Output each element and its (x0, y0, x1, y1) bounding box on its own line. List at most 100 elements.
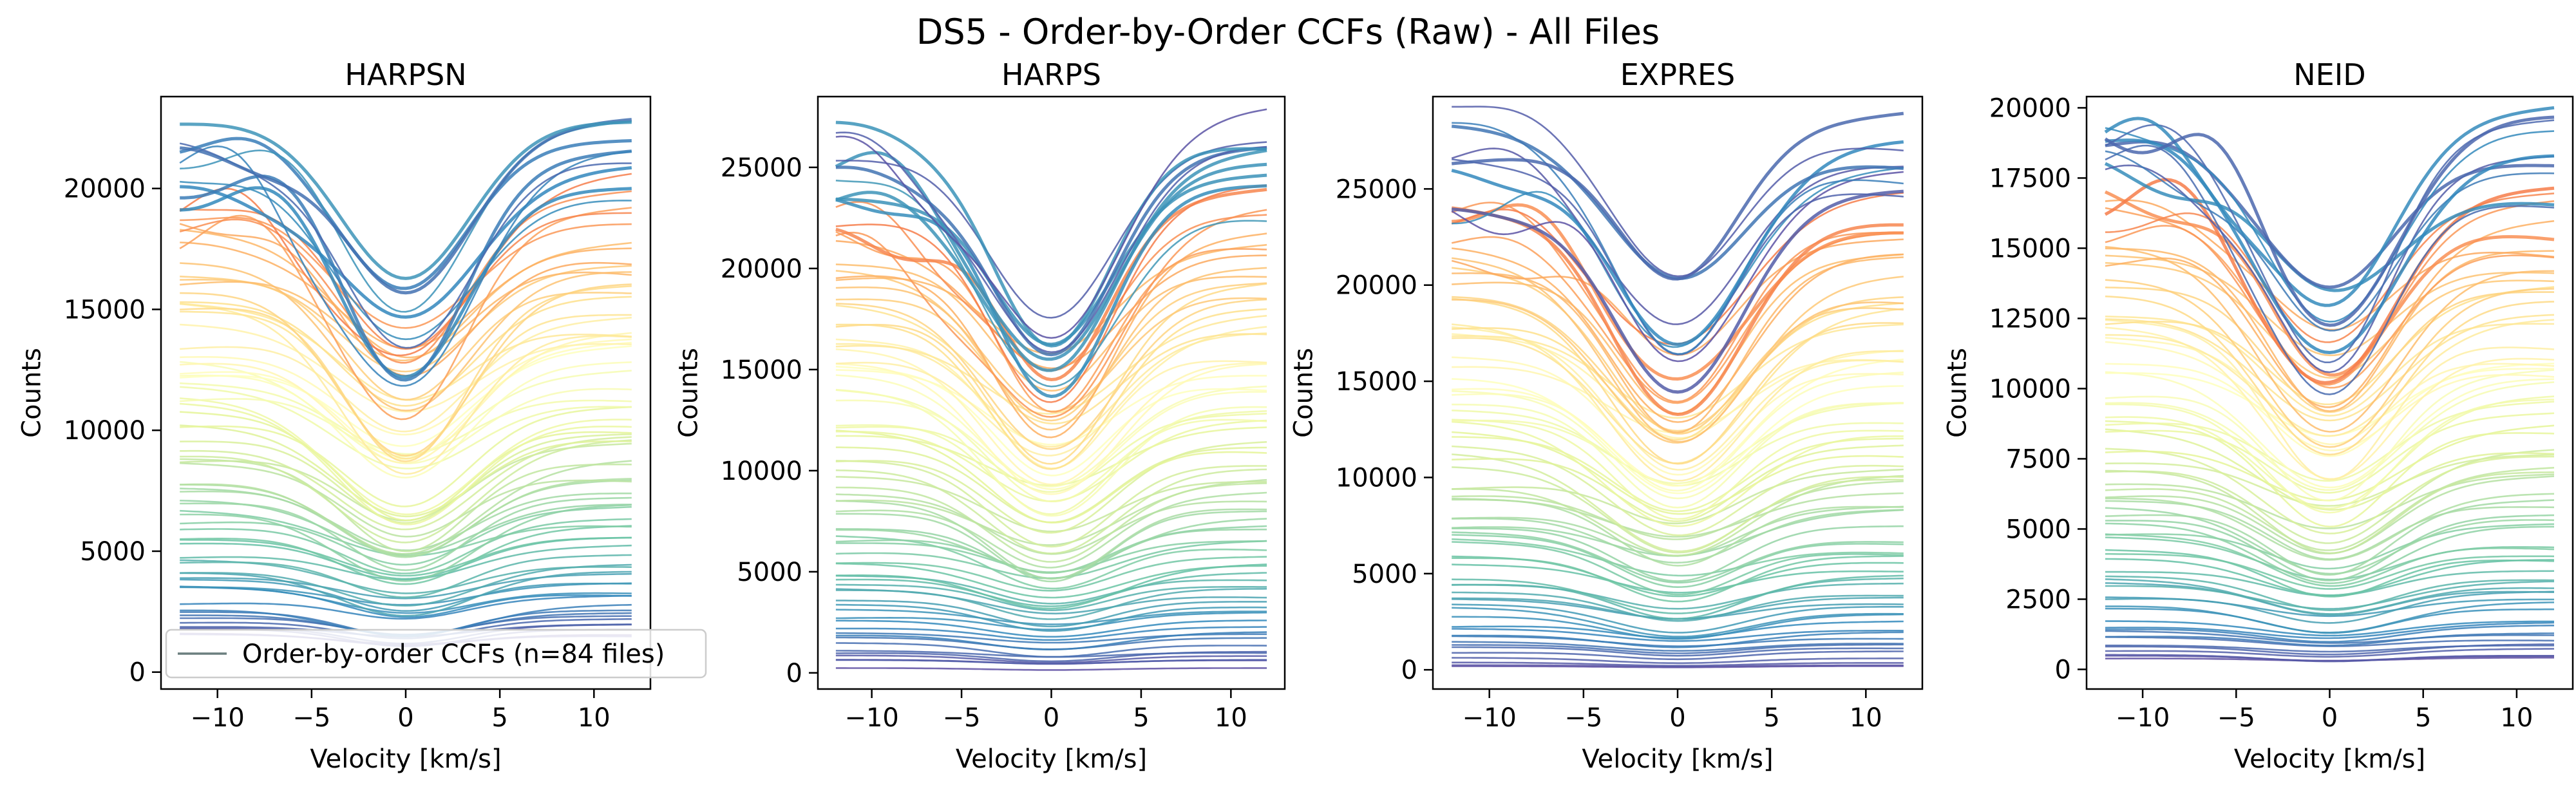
ccf-series-line (2105, 399, 2555, 514)
x-tick-label: 0 (1043, 703, 1059, 733)
x-axis-label: Velocity [km/s] (310, 744, 501, 774)
ccf-series-line (2105, 448, 2554, 534)
y-axis-label: Counts (17, 348, 47, 438)
ccf-series-line (180, 186, 632, 379)
ccf-series-line (2105, 514, 2555, 581)
ccf-series-line (1452, 531, 1904, 584)
panel-title: NEID (2293, 57, 2365, 92)
ccf-series-line (1452, 574, 1904, 614)
x-tick-label: 5 (2415, 703, 2431, 733)
ccf-series-line (180, 585, 632, 614)
ccf-series-line (2105, 654, 2554, 663)
ccf-series-line (1452, 323, 1904, 419)
ccf-series-line (2105, 469, 2554, 554)
ccf-series-line (835, 518, 1267, 574)
ccf-series-line (1452, 480, 1904, 540)
ccf-series-line (180, 518, 632, 574)
ccf-series-line (179, 137, 632, 290)
x-tick-label: 5 (1133, 703, 1149, 733)
ccf-series-line (2105, 648, 2555, 658)
ccf-series-line (835, 588, 1267, 620)
x-tick-label: −5 (292, 703, 330, 733)
y-tick-label: 0 (2055, 655, 2071, 685)
ccf-series-line (2105, 453, 2555, 507)
ccf-series-line (1452, 603, 1904, 634)
ccf-series-line (2105, 245, 2554, 433)
ccf-series-line (2104, 162, 2555, 292)
ccf-series-line (1452, 650, 1904, 661)
ccf-series-line (2105, 591, 2555, 624)
ccf-series-line (180, 411, 632, 522)
ccf-series-line (835, 468, 1267, 554)
ccf-series-line (180, 582, 632, 606)
y-tick-label: 10000 (1336, 463, 1417, 493)
ccf-series-line (1452, 591, 1904, 622)
ccf-series-line (2105, 473, 2555, 529)
ccf-series-line (2104, 115, 2555, 327)
ccf-series-line (180, 338, 632, 436)
ccf-series-line (2105, 319, 2555, 481)
ccf-series-line (1452, 664, 1904, 668)
ccf-series-line (835, 619, 1267, 638)
ccf-series-line (1452, 203, 1904, 381)
y-tick-label: 15000 (1336, 367, 1417, 397)
ccf-series-line (2105, 337, 2555, 446)
x-tick-label: −5 (2217, 703, 2255, 733)
ccf-series-line (180, 406, 632, 507)
ccf-series-line (1452, 106, 1904, 278)
chart-panel-harpsn: −10 −5 0 5 10 0 5000 10000 15000 20000 HARPSN Veloc… (17, 57, 707, 774)
ccf-series-line (1452, 302, 1904, 441)
ccf-series-line (2105, 620, 2554, 637)
ccf-series-line (2105, 287, 2554, 413)
y-tick-label: 10000 (1989, 374, 2071, 404)
ccf-series-line (180, 496, 632, 571)
ccf-series-line (835, 348, 1267, 486)
ccf-series-line (835, 267, 1267, 431)
legend-box (165, 629, 707, 679)
ccf-series-line (1452, 607, 1904, 638)
ccf-series-line (2105, 420, 2555, 528)
ccf-series-line (1452, 333, 1904, 439)
ccf-series-line (2105, 625, 2554, 643)
ccf-series-line (2105, 645, 2554, 653)
x-tick-label: 10 (2500, 703, 2533, 733)
y-tick-label: 5000 (737, 558, 802, 587)
ccf-series-line (835, 441, 1267, 534)
ccf-series-line (835, 282, 1267, 422)
panel-title: HARPS (1001, 57, 1101, 92)
y-axis-label: Counts (1943, 348, 1973, 438)
ccf-series-line (2105, 467, 2555, 551)
ccf-series-line (835, 667, 1267, 671)
legend-entry: Order-by-order CCFs (n=84 files) (242, 639, 665, 669)
ccf-series-line (2105, 493, 2555, 561)
ccf-series-line (2105, 138, 2555, 355)
ccf-series-line (835, 184, 1267, 399)
ccf-series-line (180, 458, 632, 553)
ccf-series-line (835, 609, 1267, 625)
ccf-series-line (835, 305, 1267, 425)
y-tick-label: 15000 (721, 355, 802, 385)
ccf-series-line (180, 402, 632, 525)
y-tick-label: 0 (129, 658, 146, 688)
ccf-series-line (180, 436, 632, 531)
ccf-series-line (180, 460, 632, 555)
ccf-series-line (2105, 286, 2555, 406)
ccf-series-line (1451, 189, 1904, 394)
ccf-series-line (1452, 298, 1904, 465)
ccf-series-line (1452, 378, 1904, 495)
ccf-series-line (835, 374, 1267, 491)
ccf-series-line (180, 216, 632, 329)
ccf-series-line (835, 642, 1267, 658)
chart-panel-neid: −10 −5 0 5 10 0 2500 5000 7500 10000 12500 15000 175… (1943, 57, 2574, 774)
ccf-series-line (2105, 630, 2555, 644)
ccf-series-line (180, 572, 632, 600)
x-tick-label: 10 (1215, 703, 1247, 733)
ccf-series-line (835, 476, 1267, 533)
ccf-series-line (835, 315, 1267, 415)
ccf-series-line (2105, 575, 2554, 612)
ccf-series-line (2105, 553, 2555, 590)
ccf-series-line (835, 659, 1267, 665)
ccf-series-line (2104, 178, 2555, 384)
ccf-series-line (1452, 646, 1904, 657)
ccf-series-line (180, 554, 632, 598)
